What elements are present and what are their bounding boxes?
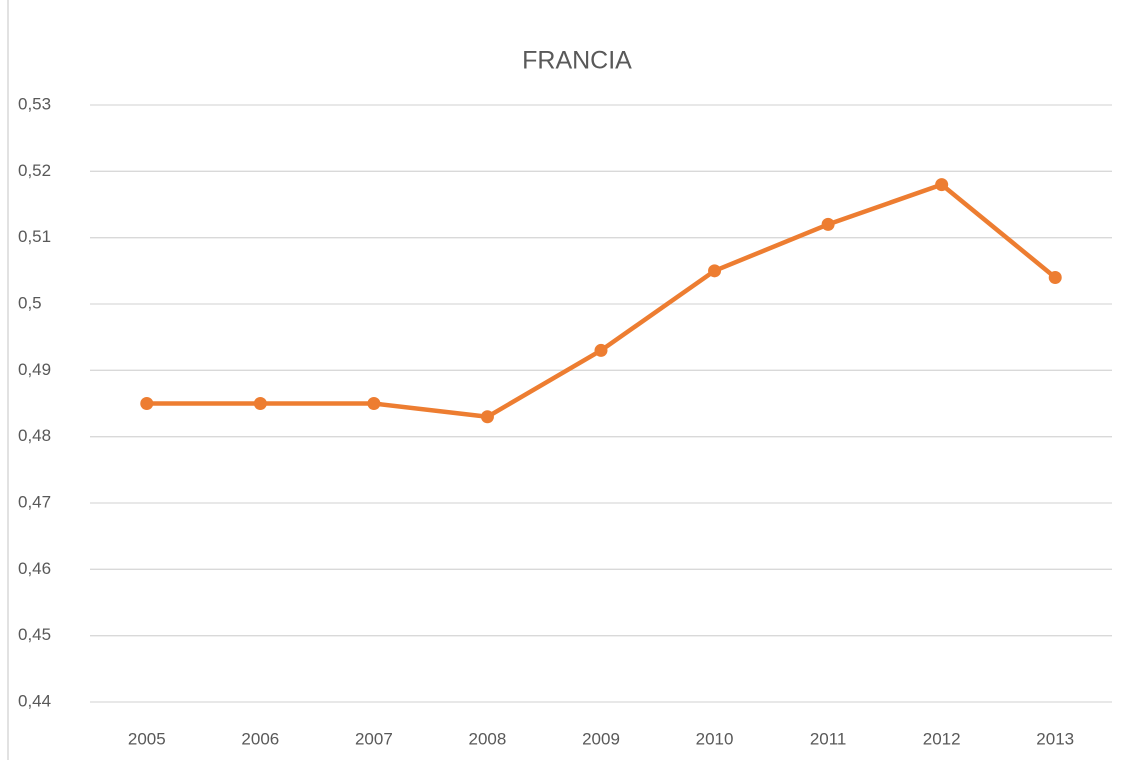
y-tick-label: 0,53: [18, 94, 51, 113]
x-tick-label: 2013: [1036, 729, 1074, 748]
data-point: [480, 410, 494, 424]
y-tick-label: 0,47: [18, 492, 51, 511]
y-tick-label: 0,45: [18, 625, 51, 644]
y-tick-label: 0,46: [18, 559, 51, 578]
x-tick-label: 2010: [696, 729, 734, 748]
x-tick-label: 2007: [355, 729, 393, 748]
y-tick-label: 0,44: [18, 691, 51, 710]
y-tick-label: 0,5: [18, 293, 42, 312]
x-tick-label: 2006: [241, 729, 279, 748]
x-tick-label: 2008: [469, 729, 507, 748]
x-tick-label: 2005: [128, 729, 166, 748]
data-point: [140, 397, 154, 410]
data-point: [367, 397, 381, 410]
data-point: [594, 343, 608, 357]
data-point: [253, 397, 267, 410]
y-tick-label: 0,52: [18, 161, 51, 180]
y-tick-label: 0,51: [18, 227, 51, 246]
data-point: [935, 178, 949, 192]
x-tick-label: 2011: [810, 729, 847, 748]
data-point: [1048, 270, 1062, 284]
chart-title: FRANCIA: [522, 47, 632, 75]
y-tick-label: 0,49: [18, 360, 51, 379]
x-tick-label: 2012: [923, 729, 961, 748]
y-tick-label: 0,48: [18, 426, 51, 445]
data-point: [821, 217, 835, 231]
data-point: [708, 264, 722, 278]
x-tick-label: 2009: [582, 729, 620, 748]
data-line: [146, 182, 1057, 420]
